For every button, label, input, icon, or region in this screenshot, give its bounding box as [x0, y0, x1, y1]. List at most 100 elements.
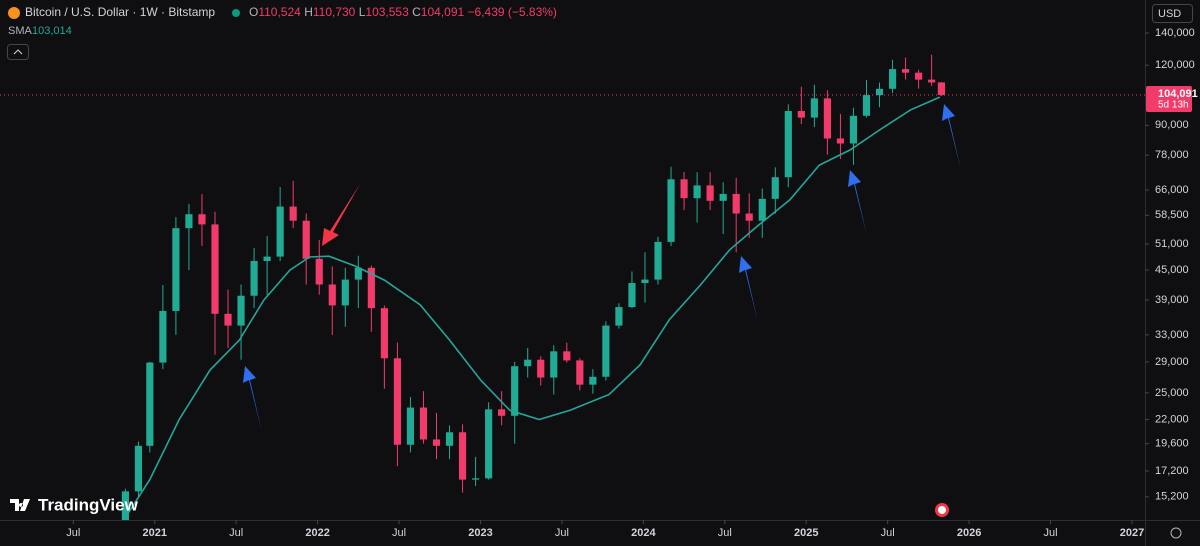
- candle-body: [472, 478, 480, 480]
- x-tick-label: 2025: [794, 527, 818, 539]
- y-tick-label: 19,600: [1155, 438, 1189, 450]
- candle-body: [211, 224, 219, 314]
- candle-body: [550, 351, 558, 378]
- y-tick-label: 66,000: [1155, 184, 1189, 196]
- candle-body: [576, 360, 584, 385]
- candle-body: [498, 409, 506, 416]
- candle-body: [693, 185, 701, 199]
- candle-body: [615, 307, 623, 326]
- y-tick-label: 33,000: [1155, 329, 1189, 341]
- candle-body: [146, 362, 154, 446]
- candle-body: [237, 295, 245, 326]
- candle-body: [888, 69, 897, 89]
- candle-body: [276, 206, 284, 257]
- x-tick-label: Jul: [66, 527, 80, 539]
- blue-arrow: [848, 170, 867, 236]
- candle-body: [315, 258, 323, 285]
- candle-body: [706, 185, 714, 201]
- coin-icon: [8, 7, 20, 19]
- collapse-button[interactable]: [7, 44, 29, 60]
- countdown: 5d 13h: [1158, 100, 1189, 111]
- candle-body: [589, 376, 597, 385]
- y-tick-label: 78,000: [1155, 149, 1189, 161]
- currency: USD: [1158, 8, 1181, 20]
- x-tick-label: Jul: [392, 527, 406, 539]
- candle-body: [198, 214, 206, 225]
- candle-body: [250, 261, 258, 296]
- blue-arrow: [739, 256, 758, 322]
- ohlc-key: L: [359, 5, 366, 19]
- market-status: [232, 9, 240, 17]
- candle-body: [172, 228, 180, 311]
- candle-body: [823, 98, 831, 139]
- ohlc-value: 104,091: [421, 5, 465, 19]
- y-tick-label: 58,500: [1155, 209, 1189, 221]
- candle-body: [797, 110, 805, 118]
- candle-body: [289, 206, 297, 221]
- candle-body: [419, 407, 428, 440]
- candle-body: [836, 138, 845, 144]
- collapse-icon: [13, 49, 23, 55]
- logo: TradingView: [10, 495, 139, 514]
- candle-body: [849, 115, 858, 144]
- candle-body: [732, 193, 740, 214]
- y-tick-label: 90,000: [1155, 119, 1189, 131]
- y-tick-label: 22,000: [1155, 413, 1189, 425]
- candle-body: [367, 267, 375, 309]
- candle-body: [875, 88, 884, 96]
- y-tick-label: 29,000: [1155, 356, 1189, 368]
- x-tick-label: Jul: [881, 527, 895, 539]
- x-tick-label: Jul: [1044, 527, 1058, 539]
- brand: TradingView: [38, 495, 139, 514]
- candle-body: [511, 366, 519, 416]
- candle-body: [719, 193, 727, 201]
- settings-icon[interactable]: [1170, 527, 1182, 539]
- x-tick-label: 2021: [142, 527, 166, 539]
- candle-body: [915, 72, 923, 80]
- y-tick-label: 39,000: [1155, 294, 1189, 306]
- candle-body: [354, 267, 362, 280]
- candle-body: [667, 179, 675, 242]
- x-tick-label: 2023: [468, 527, 492, 539]
- candle-body: [745, 213, 753, 221]
- candle-body: [784, 110, 792, 178]
- candle-body: [121, 491, 129, 520]
- candle-body: [224, 313, 232, 326]
- candle-body: [654, 241, 662, 280]
- logo-mark: [10, 499, 30, 511]
- candle-body: [393, 358, 401, 445]
- y-tick-label: 25,000: [1155, 387, 1189, 399]
- ohlc-key: O: [249, 5, 258, 19]
- candle-body: [928, 79, 936, 83]
- x-tick-label: 2026: [957, 527, 981, 539]
- candle-body: [406, 407, 415, 445]
- currency-button[interactable]: [1152, 4, 1193, 23]
- x-tick-label: 2024: [631, 527, 656, 539]
- last-price-box: [1146, 85, 1192, 112]
- candle-body: [563, 351, 571, 361]
- ohlc-value: 103,553: [365, 5, 409, 19]
- candle-body: [680, 179, 688, 199]
- annotations: [243, 104, 961, 432]
- candle-body: [445, 432, 454, 446]
- y-tick-label: 51,000: [1155, 238, 1189, 250]
- ohlc: O110,524 H110,730 L103,553 C104,091 −6,4…: [249, 5, 557, 19]
- blue-arrow: [942, 104, 961, 170]
- x-tick-label: 2022: [305, 527, 329, 539]
- indicator-name: SMA: [8, 25, 33, 37]
- ohlc-key: H: [304, 5, 313, 19]
- red-arrow: [322, 184, 360, 246]
- y-tick-label: 15,200: [1155, 491, 1189, 503]
- candle-body: [937, 82, 945, 95]
- candle-body: [810, 98, 818, 118]
- candle-body: [458, 432, 467, 480]
- candle-body: [263, 256, 271, 262]
- candle-body: [602, 325, 610, 377]
- y-tick-label: 120,000: [1155, 59, 1195, 71]
- candle-body: [380, 308, 388, 359]
- x-tick-label: 2027: [1120, 527, 1144, 539]
- candle-body: [432, 439, 441, 446]
